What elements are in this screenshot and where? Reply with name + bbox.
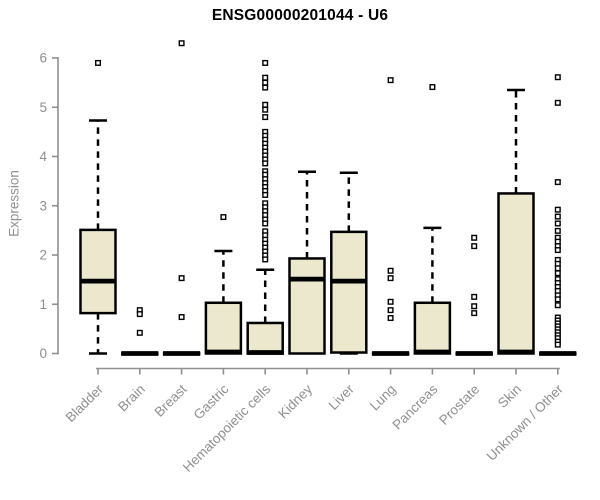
y-tick-label: 2 xyxy=(39,248,47,263)
outlier-point xyxy=(262,220,269,227)
box-liver xyxy=(330,171,368,355)
y-tick-label: 4 xyxy=(39,149,47,164)
x-category-label: Gastric xyxy=(191,381,232,422)
outlier-point xyxy=(554,74,561,81)
outlier-point xyxy=(262,191,269,198)
outlier-point xyxy=(387,298,394,305)
outlier-point xyxy=(387,77,394,84)
y-tick-label: 3 xyxy=(39,198,47,213)
box-prostate xyxy=(455,234,493,356)
y-tick-label: 5 xyxy=(39,100,47,115)
outlier-point xyxy=(554,227,561,234)
outlier-point xyxy=(554,206,561,213)
outlier-point xyxy=(178,314,185,321)
outlier-point xyxy=(554,270,561,277)
box-hematopoietic-cells xyxy=(246,59,284,355)
outlier-point xyxy=(262,101,269,108)
x-category-label: Brain xyxy=(115,382,148,415)
x-category-label: Skin xyxy=(495,382,524,411)
box-bladder xyxy=(79,59,117,355)
outlier-point xyxy=(471,293,478,300)
x-category-label: Breast xyxy=(152,381,190,419)
outlier-point xyxy=(262,84,269,91)
outlier-point xyxy=(178,40,185,47)
outlier-point xyxy=(471,234,478,241)
box-breast xyxy=(162,40,201,356)
y-axis: 0 1 2 3 4 5 6 xyxy=(39,51,59,361)
box-rect xyxy=(204,301,243,355)
box-lung xyxy=(371,77,410,356)
outlier-point xyxy=(387,275,394,282)
outlier-point xyxy=(429,84,436,91)
y-tick-label: 1 xyxy=(39,297,47,312)
outlier-point xyxy=(94,59,101,66)
outlier-point xyxy=(554,265,561,272)
outlier-point xyxy=(178,275,185,282)
outlier-point xyxy=(387,315,394,322)
x-category-label: Lung xyxy=(367,382,399,414)
outlier-point xyxy=(554,99,561,106)
box-rect xyxy=(79,228,117,315)
outlier-point xyxy=(220,214,227,221)
outlier-point xyxy=(554,213,561,220)
x-category-label: Pancreas xyxy=(390,381,441,432)
x-category-label: Prostate xyxy=(436,382,482,428)
outlier-point xyxy=(554,296,561,303)
outlier-point xyxy=(262,74,269,81)
outlier-point xyxy=(262,106,269,113)
x-category-label: Unknown / Other xyxy=(484,381,567,464)
box-brain xyxy=(121,307,159,356)
x-category-label: Bladder xyxy=(63,381,107,425)
outlier-point xyxy=(387,307,394,314)
box-gastric xyxy=(204,214,243,355)
outlier-point xyxy=(471,243,478,250)
outlier-point xyxy=(554,341,561,348)
box-kidney xyxy=(288,170,326,355)
box-rect xyxy=(330,230,368,354)
box-rect xyxy=(413,301,452,355)
outlier-point xyxy=(554,302,561,309)
y-tick-label: 6 xyxy=(39,51,47,66)
box-rect xyxy=(288,257,326,355)
outlier-point xyxy=(471,303,478,310)
outlier-point xyxy=(136,329,143,336)
box-unknown-other xyxy=(539,74,577,356)
box-skin xyxy=(497,88,535,355)
outlier-point xyxy=(262,160,269,167)
box-rect xyxy=(497,192,535,355)
y-tick-label: 0 xyxy=(39,346,47,361)
outlier-point xyxy=(471,310,478,317)
outlier-point xyxy=(262,59,269,66)
outlier-point xyxy=(262,114,269,121)
outlier-point xyxy=(554,247,561,254)
outlier-point xyxy=(136,311,143,318)
outlier-point xyxy=(387,267,394,274)
x-category-label: Kidney xyxy=(275,381,315,421)
outlier-point xyxy=(262,256,269,263)
x-category-label: Liver xyxy=(326,381,358,413)
box-rect xyxy=(246,321,284,355)
outlier-point xyxy=(262,79,269,86)
outlier-point xyxy=(554,220,561,227)
box-pancreas xyxy=(413,84,452,355)
chart-title: ENSG00000201044 - U6 xyxy=(211,7,389,24)
outlier-point xyxy=(554,179,561,186)
